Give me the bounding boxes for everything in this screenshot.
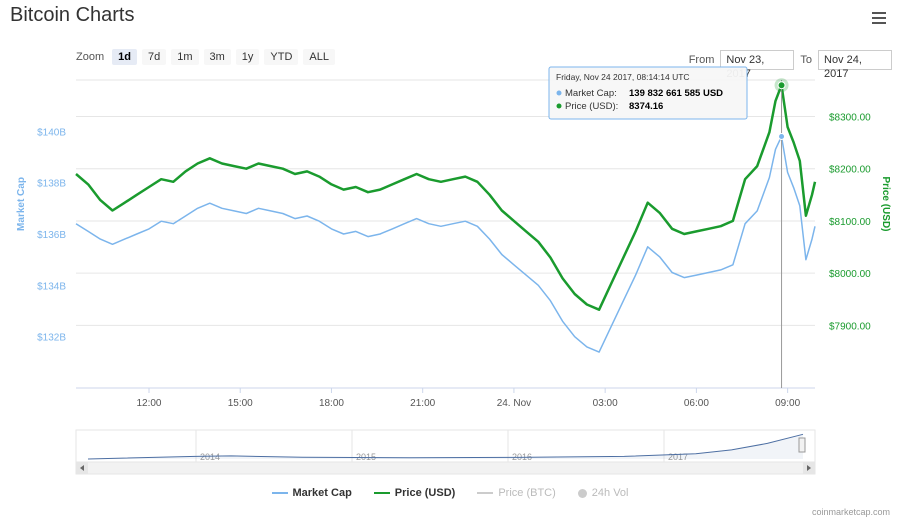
zoom-button-1m[interactable]: 1m <box>171 49 199 65</box>
legend-item-24h-vol[interactable]: 24h Vol <box>577 487 629 499</box>
scroll-left-arrow-icon <box>80 465 84 471</box>
legend-label: Price (USD) <box>394 487 456 499</box>
tooltip-market-cap-dot-icon <box>556 90 562 96</box>
chart-legend: Market Cap Price (USD) Price (BTC) 24h Vol <box>0 487 900 499</box>
zoom-button-1d[interactable]: 1d <box>112 49 137 65</box>
x-axis-tick-label: 03:00 <box>593 398 618 409</box>
x-axis-tick-label: 18:00 <box>319 398 344 409</box>
credit-link[interactable]: coinmarketcap.com <box>811 507 890 517</box>
left-axis-tick-label: $132B <box>37 333 66 344</box>
right-axis-tick-label: $8300.00 <box>829 113 871 124</box>
price-usd-series-line <box>75 83 817 311</box>
right-axis-tick-label: $8200.00 <box>829 165 871 176</box>
left-axis-tick-label: $136B <box>37 230 66 241</box>
navigator-handle[interactable] <box>798 437 806 453</box>
x-axis-tick-label: 12:00 <box>136 398 161 409</box>
scroll-right-arrow-icon <box>807 465 811 471</box>
page-title: Bitcoin Charts <box>10 4 135 26</box>
to-label: To <box>800 54 812 66</box>
x-axis-tick-label: 15:00 <box>228 398 253 409</box>
right-axis-tick-label: $7900.00 <box>829 321 871 332</box>
x-axis-tick-label: 06:00 <box>684 398 709 409</box>
legend-line-icon <box>271 492 288 494</box>
left-axis-tick-label: $138B <box>37 179 66 190</box>
legend-item-market-cap[interactable]: Market Cap <box>271 487 352 499</box>
tooltip-price-value: 8374.16 <box>629 101 663 112</box>
zoom-label: Zoom <box>76 51 105 63</box>
legend-label: Price (BTC) <box>498 487 556 499</box>
scrollbar-track[interactable] <box>75 461 816 475</box>
x-axis-tick-label: 24. Nov <box>497 398 531 409</box>
price-chart[interactable]: $132B $134B $136B $138B $140B $7900.00 $8000.0… <box>0 0 900 480</box>
hamburger-menu-icon[interactable] <box>872 12 886 24</box>
market-cap-series-line <box>75 135 816 353</box>
legend-label: 24h Vol <box>591 487 629 499</box>
zoom-bar: Zoom 1d 7d 1m 3m 1y YTD ALL <box>76 49 340 65</box>
legend-item-price-usd[interactable]: Price (USD) <box>373 487 456 499</box>
legend-label: Market Cap <box>292 487 352 499</box>
zoom-button-1y[interactable]: 1y <box>235 49 260 65</box>
left-axis-tick-label: $134B <box>37 281 66 292</box>
x-axis-tick-label: 09:00 <box>775 398 800 409</box>
to-date-input[interactable]: Nov 24, 2017 <box>818 50 892 80</box>
zoom-button-3m[interactable]: 3m <box>203 49 231 65</box>
tooltip-date: Friday, Nov 24 2017, 08:14:14 UTC <box>556 72 690 82</box>
tooltip-market-cap-label: Market Cap: <box>565 88 617 99</box>
zoom-button-ytd[interactable]: YTD <box>264 49 299 65</box>
left-axis-title: Market Cap <box>16 177 27 231</box>
legend-line-icon <box>373 492 390 494</box>
x-axis-tick-label: 21:00 <box>410 398 435 409</box>
right-axis-tick-label: $8000.00 <box>829 269 871 280</box>
tooltip-box <box>548 66 748 120</box>
zoom-button-all[interactable]: ALL <box>303 49 335 65</box>
market-cap-hover-marker <box>778 132 786 140</box>
navigator-line <box>87 433 804 460</box>
price-hover-marker <box>777 81 786 90</box>
from-label: From <box>688 54 715 66</box>
legend-item-price-btc[interactable]: Price (BTC) <box>477 487 556 499</box>
navigator-year-label: 2017 <box>668 452 688 462</box>
tooltip-market-cap-value: 139 832 661 585 USD <box>629 88 723 99</box>
navigator-year-label: 2014 <box>200 452 220 462</box>
legend-dot-icon <box>577 488 587 498</box>
tooltip-price-label: Price (USD): <box>565 101 618 112</box>
left-axis-tick-label: $140B <box>37 127 66 138</box>
navigator-area <box>88 434 803 459</box>
right-axis-title: Price (USD) <box>880 176 891 231</box>
tooltip-price-dot-icon <box>556 103 562 109</box>
zoom-button-7d[interactable]: 7d <box>141 49 167 65</box>
legend-line-icon <box>477 492 494 494</box>
right-axis-tick-label: $8100.00 <box>829 217 871 228</box>
